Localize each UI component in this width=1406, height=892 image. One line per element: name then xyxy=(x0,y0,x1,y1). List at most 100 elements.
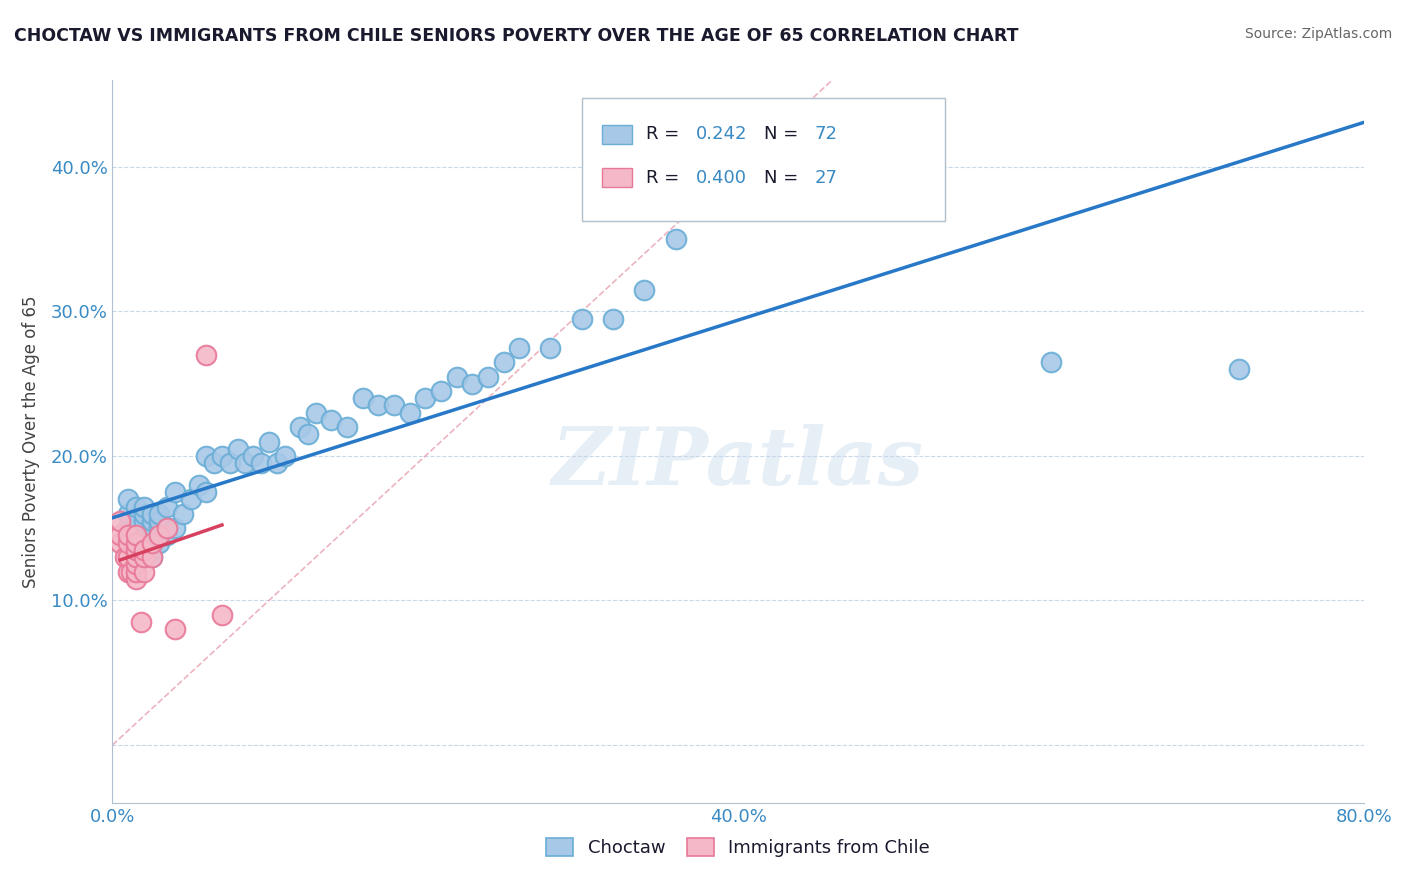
Legend: Choctaw, Immigrants from Chile: Choctaw, Immigrants from Chile xyxy=(537,829,939,866)
Point xyxy=(125,535,148,549)
Text: R =: R = xyxy=(645,169,685,186)
Point xyxy=(235,456,257,470)
Point xyxy=(148,507,170,521)
Point xyxy=(195,449,218,463)
Point xyxy=(202,456,225,470)
Point xyxy=(226,442,249,456)
Text: N =: N = xyxy=(765,169,804,186)
Point xyxy=(110,535,132,549)
Text: 0.242: 0.242 xyxy=(696,126,747,144)
Point xyxy=(257,434,280,449)
Point xyxy=(250,456,273,470)
Point xyxy=(156,521,179,535)
Point xyxy=(114,550,136,565)
Point xyxy=(117,565,139,579)
FancyBboxPatch shape xyxy=(602,125,631,144)
Point xyxy=(125,521,148,535)
FancyBboxPatch shape xyxy=(582,98,945,221)
FancyBboxPatch shape xyxy=(602,169,631,187)
Point xyxy=(132,542,155,557)
Point xyxy=(163,485,186,500)
Point xyxy=(156,521,179,535)
Point xyxy=(290,420,312,434)
Point xyxy=(125,528,148,542)
Point xyxy=(125,535,148,549)
Point xyxy=(1227,362,1250,376)
Point xyxy=(633,283,655,297)
Point xyxy=(156,528,179,542)
Point xyxy=(141,535,163,549)
Point xyxy=(148,521,170,535)
Point xyxy=(117,535,139,549)
Point xyxy=(540,341,562,355)
Y-axis label: Seniors Poverty Over the Age of 65: Seniors Poverty Over the Age of 65 xyxy=(21,295,39,588)
Point xyxy=(132,528,155,542)
Point xyxy=(367,398,389,412)
Point xyxy=(141,521,163,535)
Point xyxy=(125,558,148,572)
Point xyxy=(1039,355,1063,369)
Point xyxy=(148,528,170,542)
Point xyxy=(132,565,155,579)
Text: R =: R = xyxy=(645,126,685,144)
Point xyxy=(120,565,142,579)
Point xyxy=(132,550,155,565)
Point xyxy=(117,507,139,521)
Point xyxy=(141,550,163,565)
Point xyxy=(415,391,437,405)
Point xyxy=(141,514,163,528)
Point xyxy=(132,542,155,557)
Point xyxy=(321,413,343,427)
Point xyxy=(141,550,163,565)
Point xyxy=(132,514,155,528)
Text: N =: N = xyxy=(765,126,804,144)
Point xyxy=(125,528,148,542)
Point xyxy=(305,406,328,420)
Point xyxy=(117,521,139,535)
Point xyxy=(129,615,152,630)
Point xyxy=(125,500,148,514)
Point xyxy=(110,528,132,542)
Point xyxy=(297,427,319,442)
Point xyxy=(172,507,194,521)
Point xyxy=(382,398,405,412)
Point xyxy=(117,492,139,507)
Point xyxy=(141,528,163,542)
Text: Source: ZipAtlas.com: Source: ZipAtlas.com xyxy=(1244,27,1392,41)
Point xyxy=(132,521,155,535)
Point xyxy=(132,535,155,549)
Point xyxy=(727,160,749,174)
Point xyxy=(180,492,202,507)
Point xyxy=(461,376,484,391)
Point xyxy=(273,449,295,463)
Text: 72: 72 xyxy=(814,126,838,144)
Point xyxy=(141,542,163,557)
Point xyxy=(211,449,233,463)
Point xyxy=(125,550,148,565)
Point xyxy=(336,420,359,434)
Point xyxy=(125,514,148,528)
Point xyxy=(148,528,170,542)
Point xyxy=(117,528,139,542)
Point xyxy=(352,391,374,405)
Point xyxy=(571,311,593,326)
Point xyxy=(242,449,264,463)
Point xyxy=(125,565,148,579)
Point xyxy=(125,542,148,557)
Point xyxy=(195,348,218,362)
Point xyxy=(266,456,288,470)
Point xyxy=(125,572,148,586)
Point xyxy=(117,550,139,565)
Point xyxy=(132,507,155,521)
Point xyxy=(195,485,218,500)
Point xyxy=(187,478,209,492)
Point xyxy=(664,232,686,246)
Point xyxy=(148,535,170,549)
Point xyxy=(602,311,624,326)
Text: CHOCTAW VS IMMIGRANTS FROM CHILE SENIORS POVERTY OVER THE AGE OF 65 CORRELATION : CHOCTAW VS IMMIGRANTS FROM CHILE SENIORS… xyxy=(14,27,1018,45)
Point xyxy=(398,406,420,420)
Point xyxy=(141,507,163,521)
Point xyxy=(211,607,233,622)
Text: 27: 27 xyxy=(814,169,838,186)
Text: ZIPatlas: ZIPatlas xyxy=(553,425,924,502)
